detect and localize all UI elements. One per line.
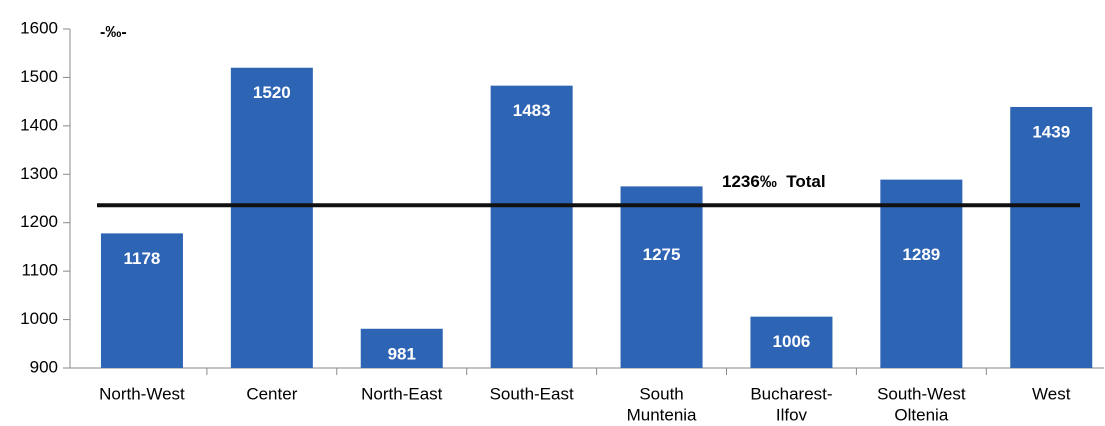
bar [620, 186, 703, 368]
bar [100, 233, 183, 368]
value-label: 1520 [253, 83, 291, 102]
x-tick-label: Ilfov [776, 405, 808, 424]
bar [230, 67, 313, 368]
y-tick-label: 1600 [20, 18, 58, 37]
x-tick-label: West [1032, 384, 1071, 403]
value-label: 1483 [513, 101, 551, 120]
value-label: 1178 [124, 249, 161, 268]
y-tick-label: 1100 [21, 261, 58, 280]
y-tick-label: 900 [30, 357, 58, 376]
x-tick-label: South [639, 384, 683, 403]
y-tick-label: 1500 [20, 67, 58, 86]
x-tick-label: Muntenia [627, 405, 697, 424]
x-tick-label: Bucharest- [750, 384, 832, 403]
y-tick-label: 1200 [20, 212, 58, 231]
x-tick-label: South-East [490, 384, 574, 403]
bar [490, 85, 573, 368]
y-tick-label: 1400 [20, 115, 58, 134]
x-tick-label: South-West [877, 384, 966, 403]
total-label: 1236‰ Total [722, 172, 826, 191]
value-label: 1006 [773, 332, 811, 351]
y-tick-label: 1300 [20, 164, 58, 183]
bar [360, 328, 443, 368]
bar [880, 179, 963, 368]
x-tick-label: North-East [361, 384, 443, 403]
x-tick-label: Center [246, 384, 297, 403]
value-label: 1275 [643, 245, 681, 264]
x-tick-label: North-West [99, 384, 185, 403]
y-tick-label: 1000 [20, 309, 58, 328]
unit-label: -‰- [100, 24, 127, 41]
bar [1010, 106, 1093, 368]
value-label: 1289 [902, 245, 940, 264]
value-label: 981 [388, 344, 416, 363]
value-label: 1439 [1032, 122, 1070, 141]
x-tick-label: Oltenia [894, 405, 948, 424]
bar [750, 316, 833, 368]
